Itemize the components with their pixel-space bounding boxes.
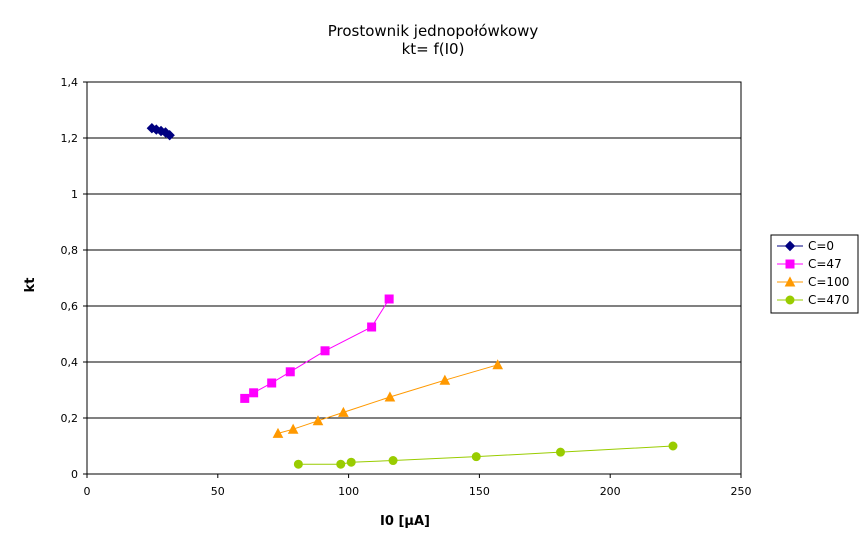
plot-frame [86,81,742,475]
legend-marker [785,259,795,269]
y-tick-label: 1 [71,188,78,201]
legend-marker [784,276,796,287]
y-tick-label: 0,8 [61,244,79,257]
data-point [492,359,504,370]
x-axis-title: I0 [µA] [380,514,430,529]
chart-title: Prostownik jednopołówkowy [328,22,539,40]
y-tick-label: 0,2 [61,412,79,425]
x-tick-label: 100 [338,485,359,498]
y-tick-label: 0,6 [61,300,79,313]
data-point [249,388,259,398]
data-point [388,456,398,466]
data-point [164,129,175,141]
data-point [384,294,394,304]
data-point [668,441,678,451]
legend-marker [784,240,796,252]
x-tick-label: 150 [469,485,490,498]
legend-label: C=0 [808,239,834,253]
legend: C=0 C=47 C=100 C=470 [770,234,859,314]
x-tick-label: 200 [600,485,621,498]
legend-label: C=47 [808,257,842,271]
y-axis-title: kt [23,278,38,293]
data-point [346,457,356,467]
x-tick-label: 250 [731,485,752,498]
data-point [439,374,451,385]
data-point [555,447,565,457]
data-point [285,367,295,377]
data-point [272,427,284,438]
data-point [267,378,277,388]
data-point [338,406,349,417]
y-tick-label: 0 [71,468,78,481]
legend-label: C=100 [808,275,849,289]
data-point [287,423,299,434]
y-tick-label: 1,4 [61,76,79,89]
x-tick-label: 0 [84,485,91,498]
data-point [471,452,481,462]
legend-marker [785,295,795,305]
chart-subtitle: kt= f(I0) [402,40,465,58]
data-point [312,415,324,426]
data-point [320,346,330,356]
data-point [384,391,396,402]
data-point [240,393,250,403]
data-point [293,459,303,469]
y-tick-label: 0,4 [61,356,79,369]
data-point [367,322,377,332]
x-tick-label: 50 [211,485,225,498]
data-point [336,459,346,469]
legend-label: C=470 [808,293,849,307]
plot-area: 0 0,2 0,4 0,6 0,8 1 1,2 1,4 0 50 100 150 200 250 [61,76,752,498]
y-tick-label: 1,2 [61,132,79,145]
